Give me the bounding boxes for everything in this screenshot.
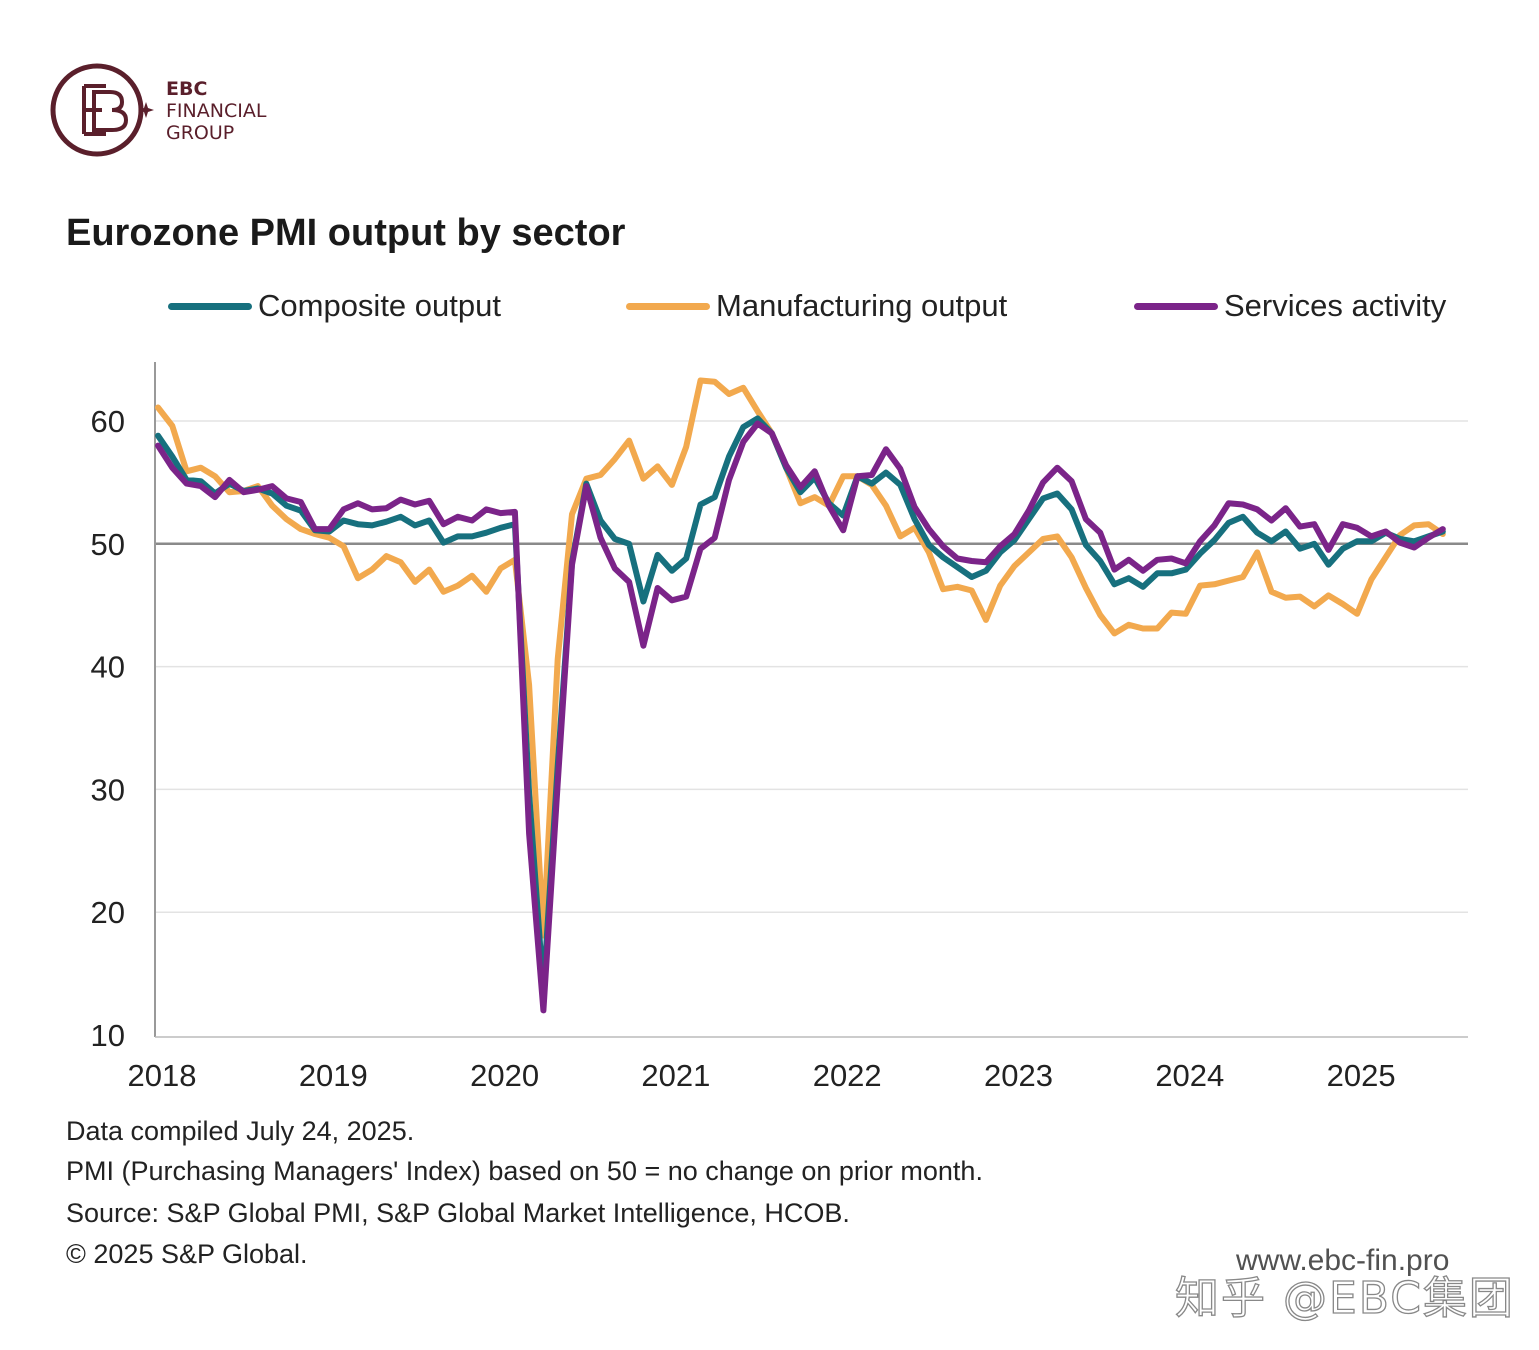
legend-swatch-composite bbox=[168, 302, 252, 310]
y-tick-labels: 10 20 30 40 50 60 bbox=[91, 404, 125, 1053]
chart-title: Eurozone PMI output by sector bbox=[66, 212, 626, 254]
brand-line-3: GROUP bbox=[166, 122, 235, 144]
logo-star-icon bbox=[138, 102, 154, 118]
y-tick-20: 20 bbox=[91, 895, 125, 930]
note-source: Source: S&P Global PMI, S&P Global Marke… bbox=[66, 1198, 850, 1228]
chart-gridlines bbox=[155, 420, 1468, 913]
chart-axes bbox=[154, 362, 1468, 1038]
legend-item-manufacturing: Manufacturing output bbox=[626, 284, 1007, 328]
y-tick-50: 50 bbox=[91, 527, 125, 562]
ebc-logo bbox=[50, 63, 154, 157]
x-tick-2019: 2019 bbox=[299, 1058, 368, 1093]
pmi-line-chart: 10 20 30 40 50 60 2018 2019 2020 2021 2022 2023 202… bbox=[91, 362, 1468, 1093]
x-tick-2024: 2024 bbox=[1155, 1058, 1224, 1093]
y-tick-60: 60 bbox=[91, 404, 125, 439]
chart-legend: Composite output Manufacturing output Se… bbox=[0, 284, 1539, 328]
legend-swatch-services bbox=[1134, 302, 1218, 310]
brand-text: EBC FINANCIAL GROUP bbox=[166, 78, 266, 144]
y-tick-40: 40 bbox=[91, 650, 125, 685]
legend-swatch-manufacturing bbox=[626, 302, 710, 310]
series-line-composite-output bbox=[155, 415, 1446, 994]
logo-e-icon bbox=[82, 84, 106, 136]
note-compiled: Data compiled July 24, 2025. bbox=[66, 1116, 415, 1146]
y-tick-30: 30 bbox=[91, 772, 125, 807]
x-tick-labels: 2018 2019 2020 2021 2022 2023 2024 2025 bbox=[128, 1058, 1396, 1093]
legend-item-services: Services activity bbox=[1134, 284, 1446, 328]
note-copyright: © 2025 S&P Global. bbox=[66, 1239, 308, 1269]
x-tick-2023: 2023 bbox=[984, 1058, 1053, 1093]
x-tick-2022: 2022 bbox=[813, 1058, 882, 1093]
x-tick-2025: 2025 bbox=[1327, 1058, 1396, 1093]
legend-item-composite: Composite output bbox=[168, 284, 501, 328]
brand-line-2: FINANCIAL bbox=[166, 100, 267, 122]
brand-line-1: EBC bbox=[166, 78, 208, 100]
y-tick-10: 10 bbox=[91, 1018, 125, 1053]
chart-series bbox=[155, 377, 1446, 1014]
note-pmi-definition: PMI (Purchasing Managers' Index) based o… bbox=[66, 1156, 983, 1186]
legend-label-composite: Composite output bbox=[258, 288, 501, 323]
x-tick-2018: 2018 bbox=[128, 1058, 197, 1093]
series-line-manufacturing-output bbox=[155, 377, 1446, 939]
series-line-services-activity bbox=[155, 420, 1446, 1014]
legend-label-services: Services activity bbox=[1224, 288, 1447, 323]
x-tick-2020: 2020 bbox=[470, 1058, 539, 1093]
watermark-url: www.ebc-fin.pro bbox=[1236, 1244, 1450, 1277]
legend-label-manufacturing: Manufacturing output bbox=[716, 288, 1008, 323]
watermark-handle: 知乎 @EBC集团 bbox=[1174, 1272, 1515, 1324]
x-tick-2021: 2021 bbox=[641, 1058, 710, 1093]
logo-b-icon bbox=[92, 90, 129, 132]
